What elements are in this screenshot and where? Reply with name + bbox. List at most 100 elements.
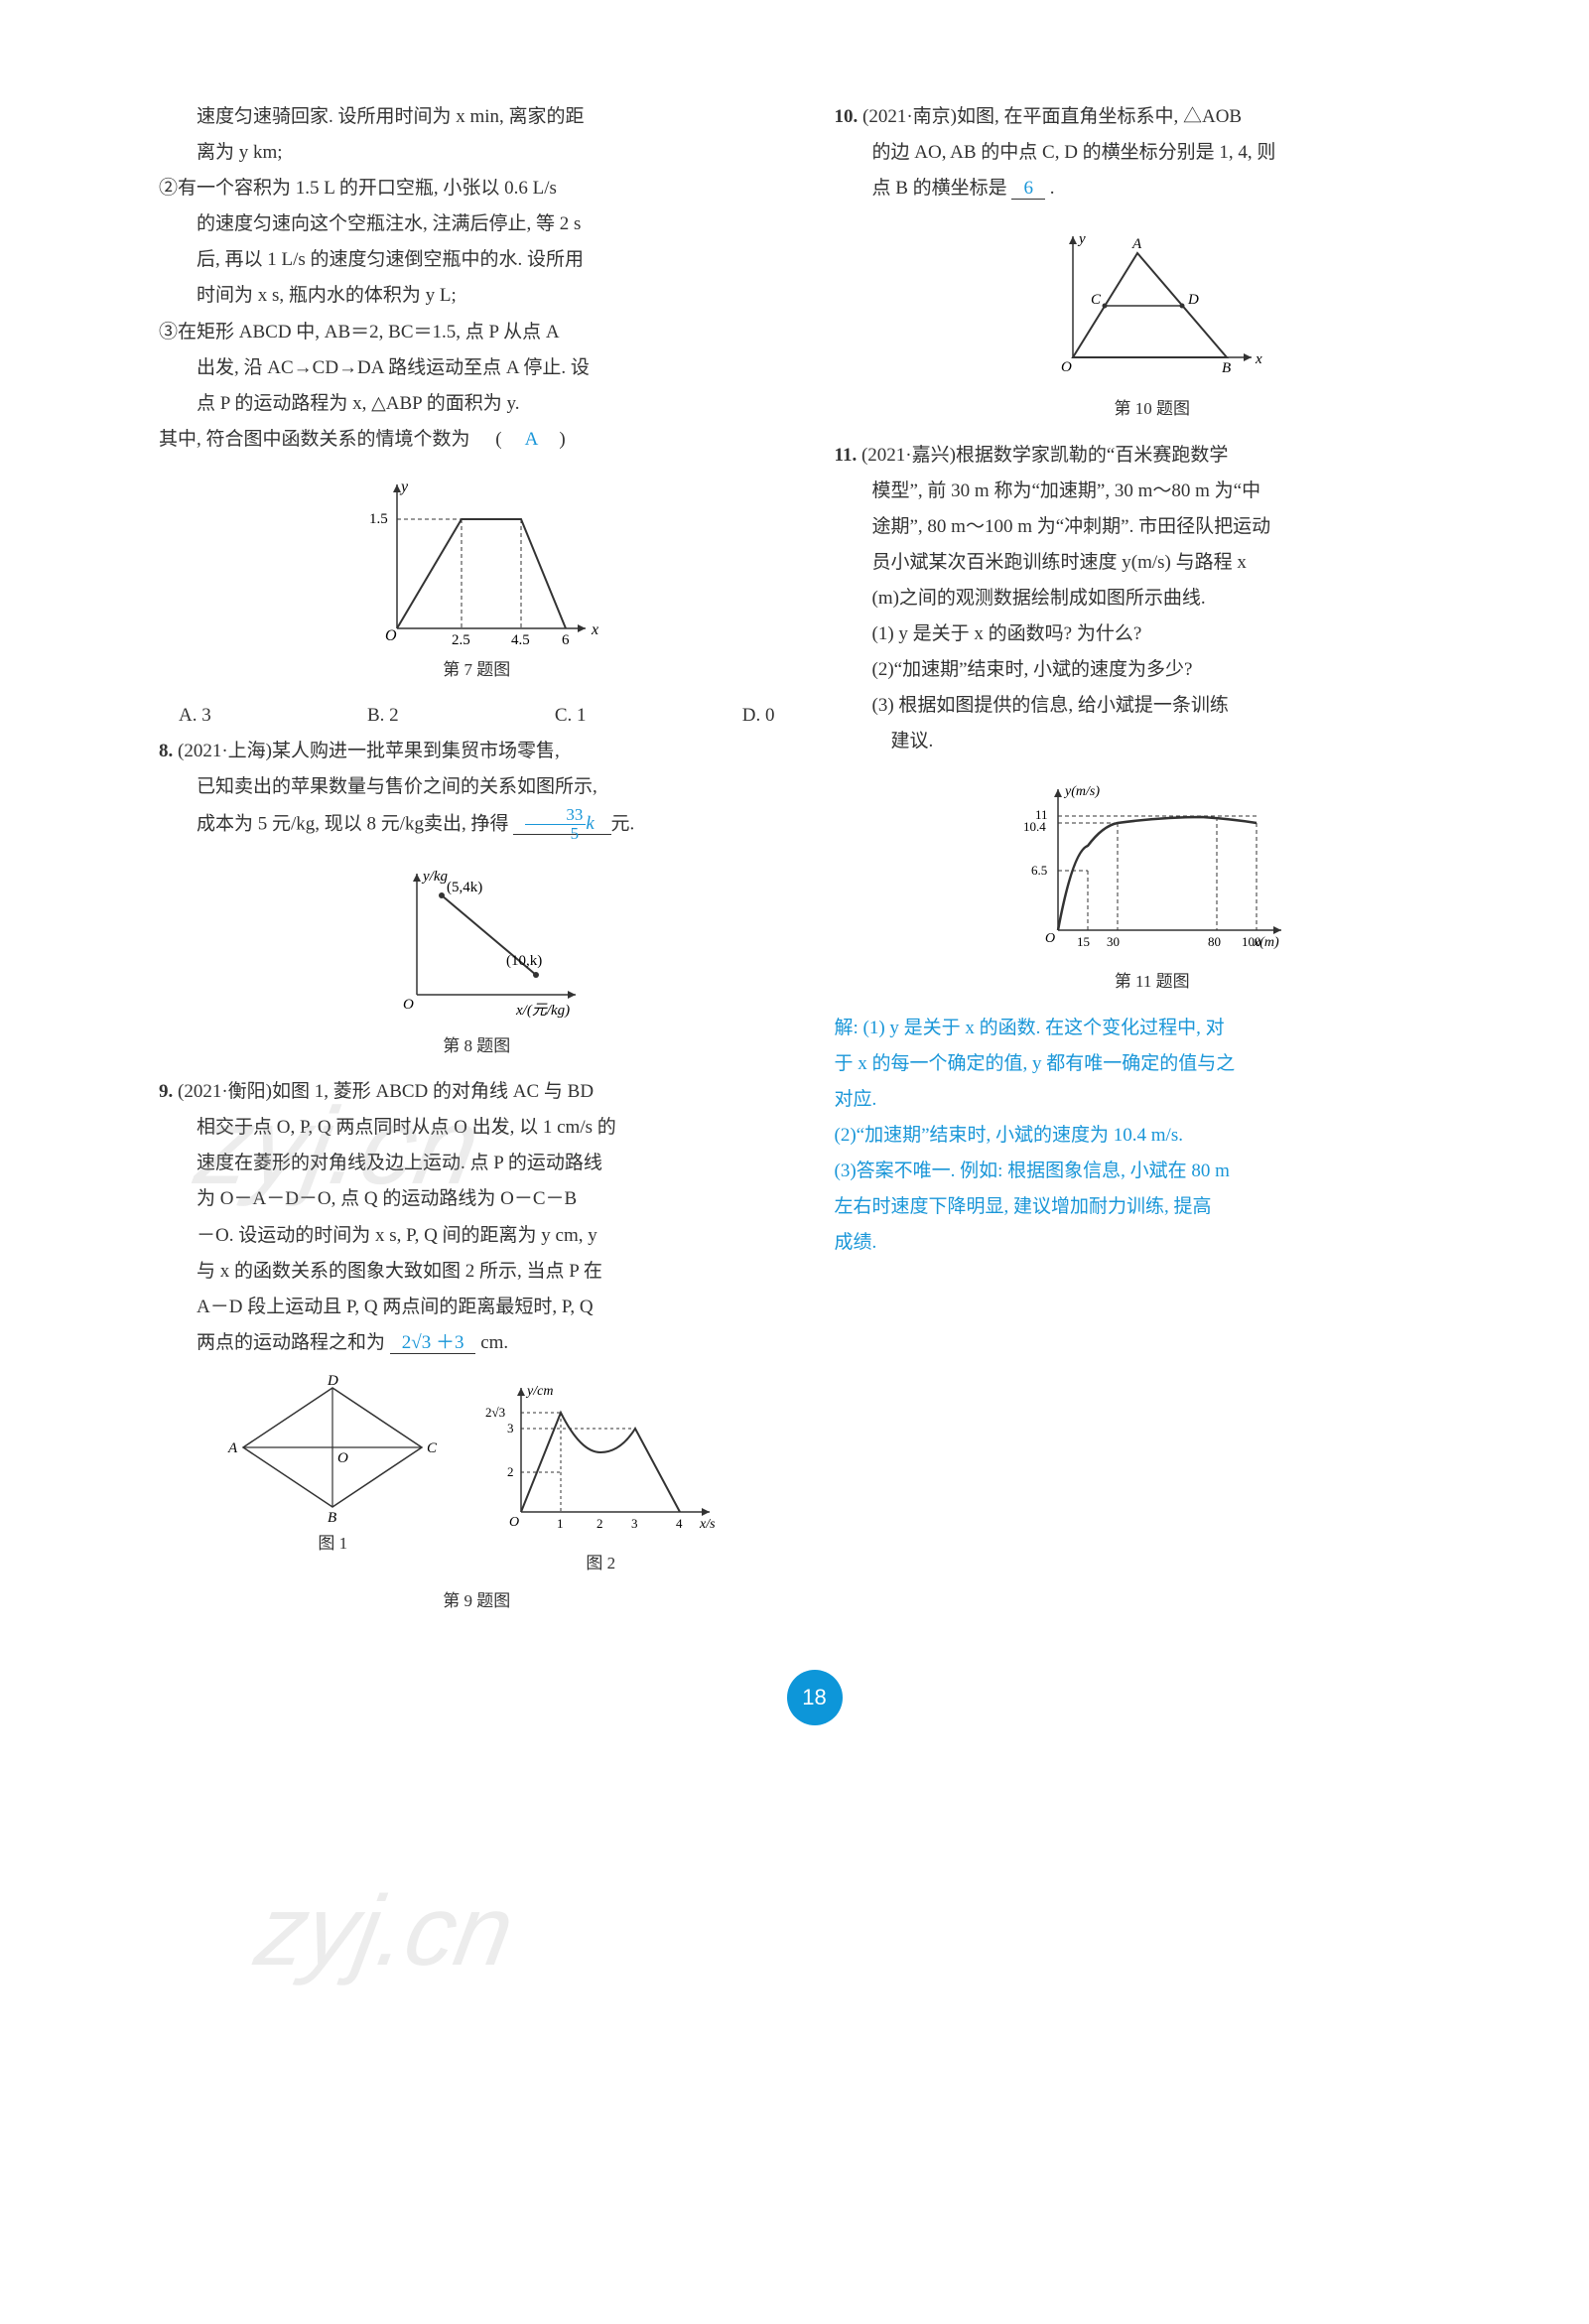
svg-text:O: O	[1045, 931, 1055, 946]
q7-xtick-2: 6	[562, 632, 570, 648]
q7-opt-b: B. 2	[367, 698, 399, 734]
svg-text:10.4: 10.4	[1023, 819, 1046, 834]
q8-pt2: (10,k)	[506, 953, 542, 969]
q10-figure: A B C D O y x 第 10 题图	[835, 218, 1471, 425]
q7-context-2-l4: 时间为 x s, 瓶内水的体积为 y L;	[159, 278, 795, 314]
q9-line1: 9. (2021·衡阳)如图 1, 菱形 ABCD 的对角线 AC 与 BD	[159, 1074, 795, 1110]
q11-figure-svg: y(m/s) x(m) O 11 10.4 6.5 15 30 80 100	[1003, 771, 1301, 960]
q9-fig1-label: 图 1	[223, 1528, 442, 1560]
svg-text:15: 15	[1077, 934, 1090, 949]
q9-l8a: 两点的运动路程之和为	[197, 1332, 385, 1353]
q11-q1: (1) y 是关于 x 的函数吗? 为什么?	[835, 616, 1471, 652]
svg-text:3: 3	[507, 1421, 514, 1435]
right-column: 10. (2021·南京)如图, 在平面直角坐标系中, △AOB 的边 AO, …	[835, 99, 1471, 1630]
q8-figure: y/kg x/(元/kg) O (5,4k) (10,k) 第 8 题图	[159, 856, 795, 1062]
left-column: 速度匀速骑回家. 设所用时间为 x min, 离家的距 离为 y km; ②有一…	[159, 99, 795, 1630]
q10-line1: 10. (2021·南京)如图, 在平面直角坐标系中, △AOB	[835, 99, 1471, 135]
q8-ylabel: y/kg	[421, 869, 448, 885]
q8-l3a: 成本为 5 元/kg, 现以 8 元/kg卖出, 挣得	[197, 813, 509, 834]
svg-text:1: 1	[557, 1516, 564, 1531]
q9-l4: 为 O－A－D－O, 点 Q 的运动路线为 O－C－B	[159, 1181, 795, 1217]
q10-l2: 的边 AO, AB 的中点 C, D 的横坐标分别是 1, 4, 则	[835, 135, 1471, 171]
svg-text:4: 4	[676, 1516, 683, 1531]
q7-answer: A	[525, 429, 539, 450]
svg-text:A: A	[1131, 236, 1142, 252]
svg-text:2√3: 2√3	[485, 1405, 505, 1420]
svg-text:x/s: x/s	[699, 1517, 716, 1532]
page-number-badge: 18	[787, 1670, 843, 1725]
q10-line3: 点 B 的横坐标是 6 .	[835, 171, 1471, 206]
q7-stem-text: 其中, 符合图中函数关系的情境个数为	[159, 429, 470, 450]
q7-context-3-l1: ③在矩形 ABCD 中, AB＝2, BC＝1.5, 点 P 从点 A	[159, 315, 795, 350]
watermark-2: zyj.cn	[241, 1837, 528, 2025]
q11-l2: 模型”, 前 30 m 称为“加速期”, 30 m～80 m 为“中	[835, 474, 1471, 509]
svg-text:2: 2	[596, 1516, 603, 1531]
q7-context-2-l2: 的速度匀速向这个空瓶注水, 注满后停止, 等 2 s	[159, 206, 795, 242]
q10-num: 10.	[835, 106, 859, 127]
q8-l1: (2021·上海)某人购进一批苹果到集贸市场零售,	[178, 741, 560, 761]
q11-num: 11.	[835, 445, 858, 466]
svg-text:100: 100	[1242, 934, 1261, 949]
sol-l2: 于 x 的每一个确定的值, y 都有唯一确定的值与之	[835, 1046, 1471, 1082]
q9-l2: 相交于点 O, P, Q 两点同时从点 O 出发, 以 1 cm/s 的	[159, 1110, 795, 1146]
q10-figure-svg: A B C D O y x	[1033, 218, 1271, 387]
q10-figure-caption: 第 10 题图	[835, 393, 1471, 425]
q7-opt-a: A. 3	[179, 698, 211, 734]
svg-text:C: C	[427, 1440, 438, 1456]
q8-answer-frac: 33 5	[525, 806, 586, 844]
q9-figure-caption: 第 9 题图	[159, 1585, 795, 1617]
q7-stem-line: 其中, 符合图中函数关系的情境个数为 ( A )	[159, 422, 795, 458]
q7-origin: O	[385, 627, 397, 644]
svg-text:30: 30	[1107, 934, 1120, 949]
svg-text:y: y	[1077, 231, 1086, 247]
q7-options: A. 3 B. 2 C. 1 D. 0	[159, 698, 795, 734]
svg-text:y(m/s): y(m/s)	[1063, 784, 1100, 799]
q7-xtick-1: 4.5	[511, 632, 530, 648]
q8-figure-caption: 第 8 题图	[159, 1030, 795, 1062]
q11-l1: (2021·嘉兴)根据数学家凯勒的“百米赛跑数学	[861, 445, 1228, 466]
q9-fig1: D B A C O 图 1	[223, 1373, 442, 1579]
q8-num: 8.	[159, 741, 173, 761]
q8-l2: 已知卖出的苹果数量与售价之间的关系如图所示,	[159, 769, 795, 805]
q11-l3: 途期”, 80 m～100 m 为“冲刺期”. 市田径队把运动	[835, 509, 1471, 545]
q11-figure: y(m/s) x(m) O 11 10.4 6.5 15 30 80 100 第…	[835, 771, 1471, 998]
q9-answer: 2√3 ＋3	[390, 1332, 476, 1354]
page-columns: 速度匀速骑回家. 设所用时间为 x min, 离家的距 离为 y km; ②有一…	[159, 99, 1470, 1630]
q7-y-label: y	[399, 478, 409, 495]
q8-ans-suffix: k	[586, 813, 594, 834]
svg-text:C: C	[1091, 292, 1102, 308]
svg-text:x: x	[1255, 351, 1262, 367]
svg-text:80: 80	[1208, 934, 1221, 949]
svg-text:D: D	[327, 1373, 338, 1389]
svg-text:6.5: 6.5	[1031, 863, 1047, 878]
svg-text:D: D	[1187, 292, 1199, 308]
q9-fig2-label: 图 2	[471, 1548, 729, 1579]
sol-l6: 左右时速度下降明显, 建议增加耐力训练, 提高	[835, 1189, 1471, 1225]
q9-fig2: y/cm x/s O 2√3 3 2 1 2 3 4 图 2	[471, 1373, 729, 1579]
q7-opt-d: D. 0	[742, 698, 775, 734]
q8-line3: 成本为 5 元/kg, 现以 8 元/kg卖出, 挣得 33 5 k 元.	[159, 806, 795, 844]
svg-text:B: B	[1222, 360, 1231, 376]
q11-line1: 11. (2021·嘉兴)根据数学家凯勒的“百米赛跑数学	[835, 438, 1471, 474]
q11-q3-l1: (3) 根据如图提供的信息, 给小斌提一条训练	[835, 688, 1471, 724]
q7-xtick-0: 2.5	[452, 632, 470, 648]
q8-l3b: 元.	[611, 813, 635, 834]
svg-text:A: A	[227, 1440, 238, 1456]
svg-text:O: O	[1061, 359, 1072, 375]
q7-ytick: 1.5	[369, 511, 388, 527]
q10-answer: 6	[1011, 178, 1045, 200]
q8-line1: 8. (2021·上海)某人购进一批苹果到集贸市场零售,	[159, 734, 795, 769]
svg-text:O: O	[337, 1450, 348, 1466]
q10-l3a: 点 B 的横坐标是	[872, 178, 1007, 199]
q9-l6: 与 x 的函数关系的图象大致如图 2 所示, 当点 P 在	[159, 1254, 795, 1290]
sol-l3: 对应.	[835, 1082, 1471, 1118]
q11-q3-l2: 建议.	[835, 724, 1471, 759]
q7-figure-svg: y x O 1.5 2.5 4.5 6	[347, 470, 605, 648]
q7-opt-c: C. 1	[555, 698, 587, 734]
svg-text:O: O	[509, 1515, 519, 1530]
q8-xlabel: x/(元/kg)	[515, 1003, 570, 1019]
q8-origin: O	[403, 997, 414, 1013]
sol-l7: 成绩.	[835, 1225, 1471, 1261]
q7-context-1-l1: 速度匀速骑回家. 设所用时间为 x min, 离家的距	[159, 99, 795, 135]
q9-figure: D B A C O 图 1	[159, 1373, 795, 1618]
